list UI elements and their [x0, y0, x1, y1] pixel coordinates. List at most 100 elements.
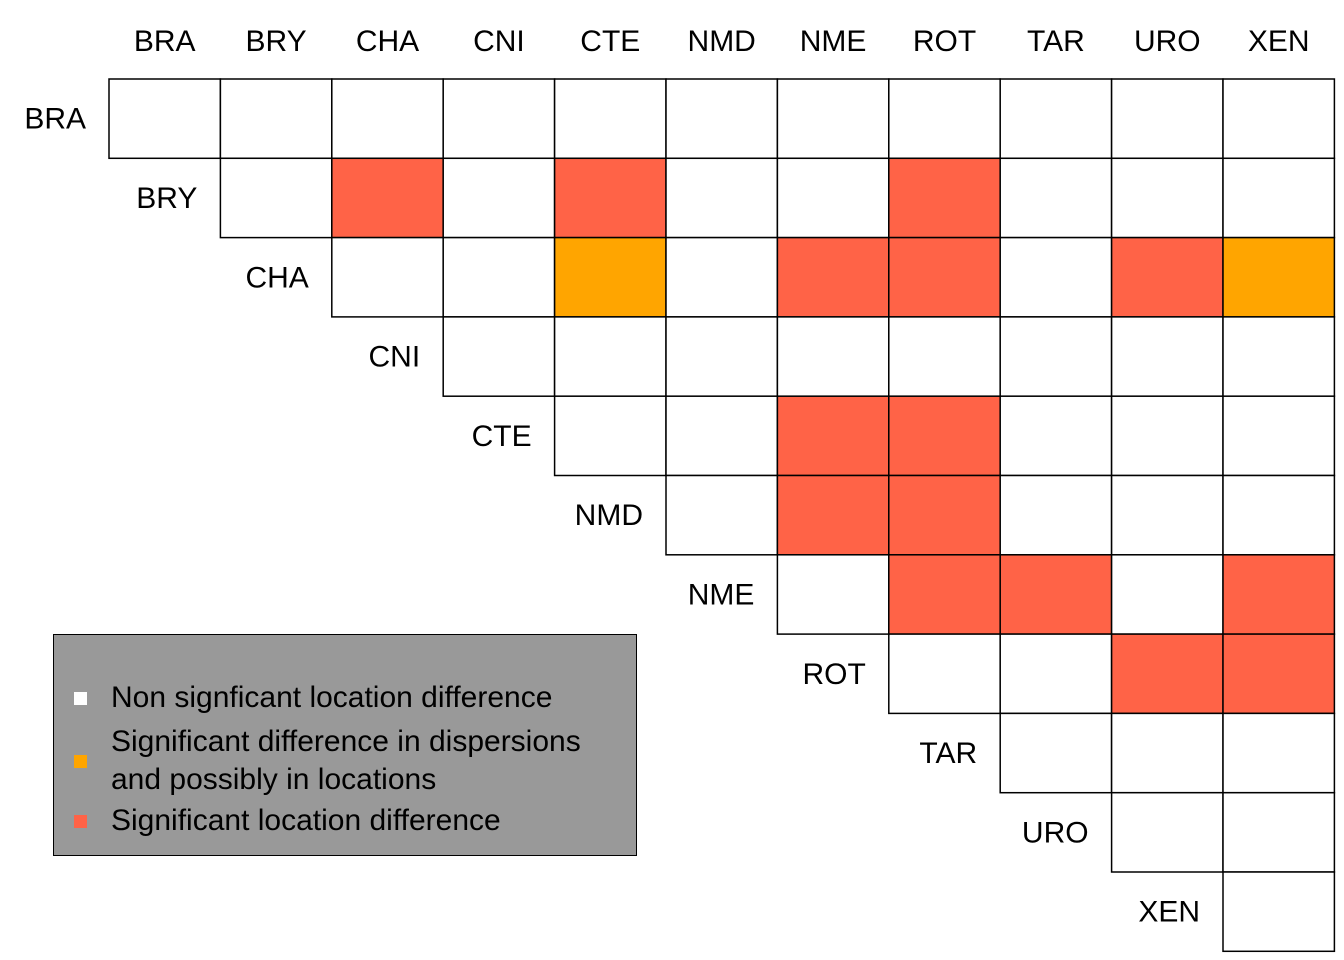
- row-label-bra: BRA: [24, 103, 86, 136]
- column-label-bry: BRY: [246, 25, 307, 58]
- legend-swatch-dispersion: [74, 754, 87, 768]
- cell-bry-cha: [331, 157, 444, 239]
- cell-cha-cha: [331, 236, 444, 318]
- cell-nmd-rot: [888, 474, 1001, 556]
- legend-entry-dispersion: Significant difference in dispersions and…: [74, 723, 626, 799]
- cell-bry-cte: [553, 157, 667, 239]
- cell-nme-nme: [776, 554, 890, 635]
- cell-bra-rot: [888, 78, 1001, 160]
- cell-rot-uro: [1110, 633, 1224, 715]
- cell-bry-bry: [219, 157, 333, 239]
- row-label-cha: CHA: [245, 261, 308, 294]
- cell-cni-rot: [888, 316, 1001, 397]
- cell-nme-xen: [1222, 554, 1336, 635]
- cell-nmd-xen: [1222, 474, 1336, 556]
- column-label-xen: XEN: [1248, 25, 1310, 58]
- row-label-xen: XEN: [1138, 896, 1200, 929]
- cell-nmd-nmd: [665, 474, 779, 556]
- cell-nme-rot: [888, 554, 1001, 635]
- cell-uro-uro: [1110, 791, 1224, 873]
- column-label-cha: CHA: [356, 25, 419, 58]
- cell-cte-tar: [999, 395, 1113, 477]
- legend-label: Significant location difference: [111, 802, 501, 840]
- row-label-rot: ROT: [802, 658, 865, 691]
- cell-nme-uro: [1110, 554, 1224, 635]
- cell-tar-xen: [1222, 712, 1336, 794]
- cell-nmd-uro: [1110, 474, 1224, 556]
- legend: Non signficant location difference Signif…: [53, 634, 637, 856]
- column-label-rot: ROT: [913, 25, 976, 58]
- cell-cha-cte: [553, 236, 667, 318]
- cell-tar-uro: [1110, 712, 1224, 794]
- row-label-uro: URO: [1022, 816, 1089, 849]
- row-label-tar: TAR: [919, 737, 977, 770]
- cell-bra-tar: [999, 78, 1113, 160]
- cell-bry-uro: [1110, 157, 1224, 239]
- column-label-bra: BRA: [134, 25, 196, 58]
- cell-cni-xen: [1222, 316, 1336, 397]
- cell-cha-uro: [1110, 236, 1224, 318]
- row-label-bry: BRY: [136, 182, 197, 215]
- cell-nmd-nme: [776, 474, 890, 556]
- cell-cni-nmd: [665, 316, 779, 397]
- cell-tar-tar: [999, 712, 1113, 794]
- cell-cha-rot: [888, 236, 1001, 318]
- cell-cni-uro: [1110, 316, 1224, 397]
- cell-cha-tar: [999, 236, 1113, 318]
- cell-cha-nme: [776, 236, 890, 318]
- cell-cha-xen: [1222, 236, 1336, 318]
- legend-label-line: Significant difference in dispersions: [111, 725, 581, 758]
- cell-cha-cni: [442, 236, 556, 318]
- cell-cha-nmd: [665, 236, 779, 318]
- column-labels: BRA BRY CHA CNI CTE NMD NME ROT TAR URO XEN: [134, 25, 1310, 58]
- cell-cte-uro: [1110, 395, 1224, 477]
- cell-bra-nme: [776, 78, 890, 160]
- legend-entry-location: Significant location difference: [74, 802, 626, 840]
- cell-bry-xen: [1222, 157, 1336, 239]
- cell-bra-bry: [219, 78, 333, 160]
- row-label-cte: CTE: [472, 420, 532, 453]
- cell-bra-bra: [108, 78, 222, 160]
- cell-cte-nmd: [665, 395, 779, 477]
- legend-swatch-non-significant: [74, 691, 87, 705]
- row-label-nmd: NMD: [575, 499, 643, 532]
- column-label-tar: TAR: [1027, 25, 1085, 58]
- cell-cte-rot: [888, 395, 1001, 477]
- row-label-cni: CNI: [369, 341, 421, 374]
- cell-cni-cni: [442, 316, 556, 397]
- column-label-nme: NME: [800, 25, 867, 58]
- legend-entry-non-significant: Non signficant location difference: [74, 679, 626, 717]
- cell-rot-rot: [888, 633, 1001, 715]
- column-label-cni: CNI: [473, 25, 525, 58]
- cell-bry-nme: [776, 157, 890, 239]
- legend-label-line: and possibly in locations: [111, 763, 437, 796]
- legend-label: Significant difference in dispersions and…: [111, 723, 581, 799]
- column-label-cte: CTE: [580, 25, 640, 58]
- row-labels: BRA BRY CHA CNI CTE NMD NME ROT TAR URO XEN: [24, 103, 1200, 929]
- cell-bra-cha: [331, 78, 444, 160]
- legend-swatch-location: [74, 814, 87, 828]
- matrix-cells: [108, 78, 1336, 953]
- cell-rot-xen: [1222, 633, 1336, 715]
- cell-cte-xen: [1222, 395, 1336, 477]
- cell-bra-cte: [553, 78, 667, 160]
- cell-bra-xen: [1222, 78, 1336, 160]
- cell-cni-nme: [776, 316, 890, 397]
- legend-label-line: Significant location difference: [111, 804, 501, 837]
- cell-nme-tar: [999, 554, 1113, 635]
- cell-bry-cni: [442, 157, 556, 239]
- cell-bry-rot: [888, 157, 1001, 239]
- cell-uro-xen: [1222, 791, 1336, 873]
- column-label-uro: URO: [1134, 25, 1201, 58]
- cell-cni-cte: [553, 316, 667, 397]
- cell-cni-tar: [999, 316, 1113, 397]
- cell-xen-xen: [1222, 871, 1336, 953]
- cell-nmd-tar: [999, 474, 1113, 556]
- legend-label-line: Non signficant location difference: [111, 681, 553, 714]
- cell-bry-nmd: [665, 157, 779, 239]
- cell-bra-nmd: [665, 78, 779, 160]
- row-label-nme: NME: [688, 578, 755, 611]
- cell-cte-nme: [776, 395, 890, 477]
- legend-label: Non signficant location difference: [111, 679, 552, 717]
